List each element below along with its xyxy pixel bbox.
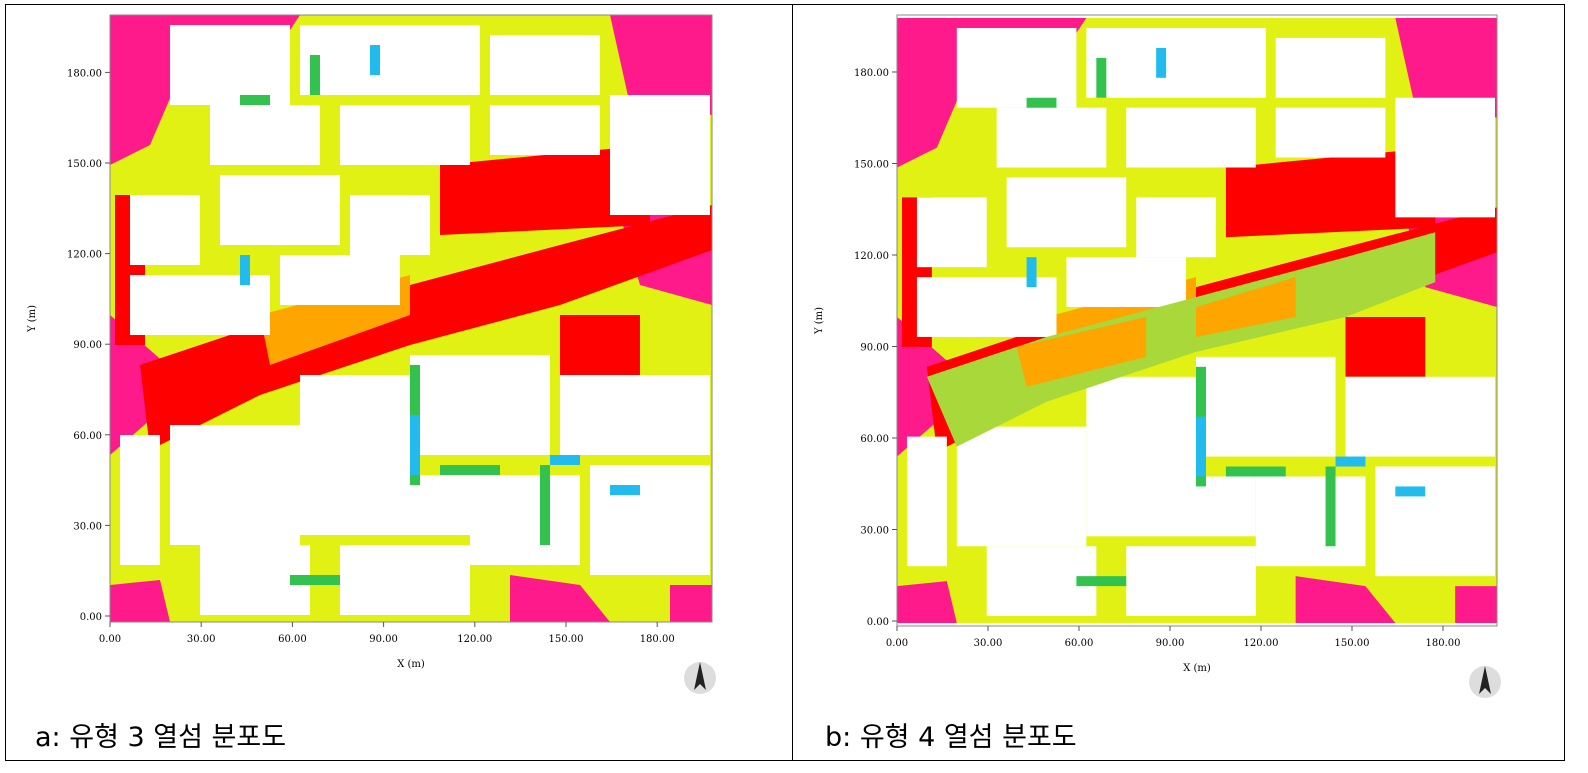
y-tick-label: 120.00 — [854, 251, 889, 262]
y-tick-label: 150.00 — [854, 160, 889, 171]
y-tick-label: 60.00 — [860, 434, 889, 445]
x-axis-label: X (m) — [1183, 663, 1211, 674]
x-tick-label: 30.00 — [974, 638, 1003, 649]
x-tick-label: 30.00 — [187, 634, 216, 645]
y-tick-label: 0.00 — [80, 612, 102, 623]
x-tick-label: 180.00 — [1426, 638, 1461, 649]
x-tick-label: 60.00 — [1065, 638, 1094, 649]
heat-map — [897, 18, 1497, 623]
caption: b: 유형 4 열섬 분포도 — [825, 722, 1077, 753]
x-tick-label: 60.00 — [278, 634, 307, 645]
heat-map — [110, 15, 712, 622]
y-tick-label: 150.00 — [67, 159, 102, 170]
x-tick-label: 90.00 — [369, 634, 398, 645]
north-arrow — [1479, 666, 1491, 694]
north-arrow — [694, 662, 706, 690]
caption: a: 유형 3 열섬 분포도 — [35, 722, 286, 753]
x-tick-label: 150.00 — [549, 634, 584, 645]
y-tick-label: 90.00 — [73, 340, 102, 351]
x-tick-label: 90.00 — [1156, 638, 1185, 649]
plot-frame — [896, 14, 1498, 627]
y-axis-label: Y (m) — [814, 307, 825, 335]
plot-frame — [109, 14, 713, 623]
x-tick-label: 180.00 — [640, 634, 675, 645]
x-axis-label: X (m) — [397, 659, 425, 670]
y-tick-label: 180.00 — [67, 68, 102, 79]
y-tick-label: 30.00 — [860, 526, 889, 537]
x-tick-label: 120.00 — [457, 634, 492, 645]
x-tick-label: 0.00 — [886, 638, 908, 649]
y-tick-label: 0.00 — [867, 617, 889, 628]
x-tick-label: 0.00 — [99, 634, 121, 645]
x-tick-label: 150.00 — [1335, 638, 1370, 649]
y-tick-label: 90.00 — [860, 343, 889, 354]
y-tick-label: 60.00 — [73, 431, 102, 442]
x-tick-label: 120.00 — [1244, 638, 1279, 649]
y-axis-label: Y (m) — [27, 305, 38, 333]
y-tick-label: 30.00 — [73, 521, 102, 532]
y-tick-label: 120.00 — [67, 250, 102, 261]
y-tick-label: 180.00 — [854, 68, 889, 79]
table-border — [5, 4, 1565, 761]
